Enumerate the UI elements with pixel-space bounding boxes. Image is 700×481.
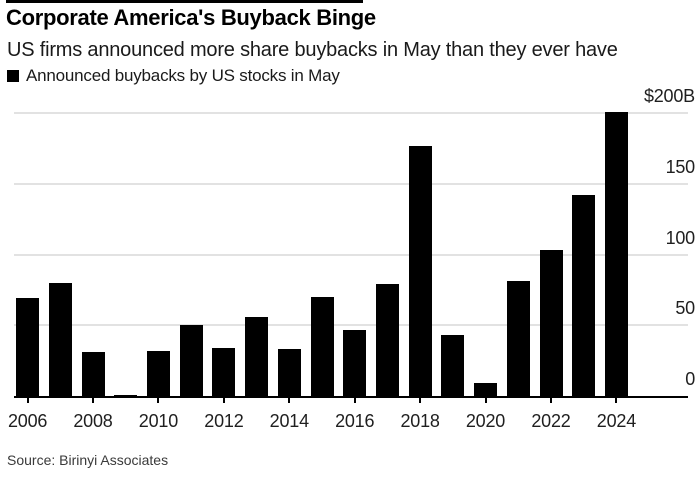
legend-label: Announced buybacks by US stocks in May: [26, 66, 340, 85]
bar-2014: [277, 349, 301, 396]
x-axis-label-2018: 2018: [400, 411, 440, 431]
bar-2013: [245, 316, 269, 396]
x-axis-label-2012: 2012: [204, 411, 244, 431]
x-tick-2008: [92, 398, 94, 403]
bar-2023: [572, 195, 596, 396]
x-tick-2018: [419, 398, 422, 403]
bar-2015: [310, 296, 334, 396]
bar-2010: [146, 350, 170, 396]
x-axis-label-2022: 2022: [531, 411, 571, 431]
legend: Announced buybacks by US stocks in May: [7, 67, 340, 85]
x-tick-2024: [615, 398, 618, 403]
bar-2011: [179, 325, 203, 397]
source-note: Source: Birinyi Associates: [7, 452, 169, 468]
bar-2017: [375, 284, 399, 396]
bar-2009: [114, 394, 138, 396]
gridline-200: [14, 112, 688, 114]
x-axis-label-2010: 2010: [138, 411, 179, 431]
bar-2022: [539, 250, 563, 396]
chart-subtitle: US firms announced more share buybacks i…: [7, 39, 618, 61]
y-axis-label-0: 0: [685, 369, 695, 389]
x-axis-label-2008: 2008: [73, 411, 113, 431]
bar-2021: [506, 281, 530, 396]
legend-swatch-icon: [7, 70, 19, 82]
gridline-150: [14, 182, 688, 185]
bar-2006: [16, 298, 40, 396]
bar-2012: [212, 347, 236, 396]
x-tick-2006: [26, 398, 29, 403]
y-axis-label-50: 50: [675, 298, 695, 319]
bar-2018: [408, 145, 432, 396]
x-axis-label-2014: 2014: [269, 411, 309, 431]
y-axis-label-100: 100: [665, 227, 696, 248]
x-axis-line: [14, 396, 688, 398]
x-axis-label-2024: 2024: [596, 411, 637, 431]
x-axis-label-2006: 2006: [7, 411, 48, 431]
x-tick-2016: [353, 398, 356, 403]
bar-2007: [48, 282, 72, 396]
top-accent-rule: [6, 0, 363, 3]
bar-2008: [81, 352, 105, 396]
bar-2024: [604, 111, 628, 396]
x-tick-2010: [157, 398, 160, 403]
chart-title: Corporate America's Buyback Binge: [6, 5, 376, 30]
gridline-50: [14, 324, 688, 327]
y-axis-label-200: $200B: [643, 86, 695, 106]
x-axis-label-2016: 2016: [335, 411, 375, 431]
bar-2020: [474, 383, 497, 396]
x-tick-2020: [484, 398, 487, 403]
gridline-100: [14, 253, 688, 256]
y-axis-label-150: 150: [665, 156, 696, 177]
x-axis-label-2020: 2020: [465, 411, 506, 431]
x-tick-2014: [288, 398, 291, 403]
bar-2019: [441, 335, 465, 396]
x-tick-2022: [550, 398, 552, 403]
bar-2016: [343, 329, 367, 396]
x-tick-2012: [222, 398, 225, 403]
